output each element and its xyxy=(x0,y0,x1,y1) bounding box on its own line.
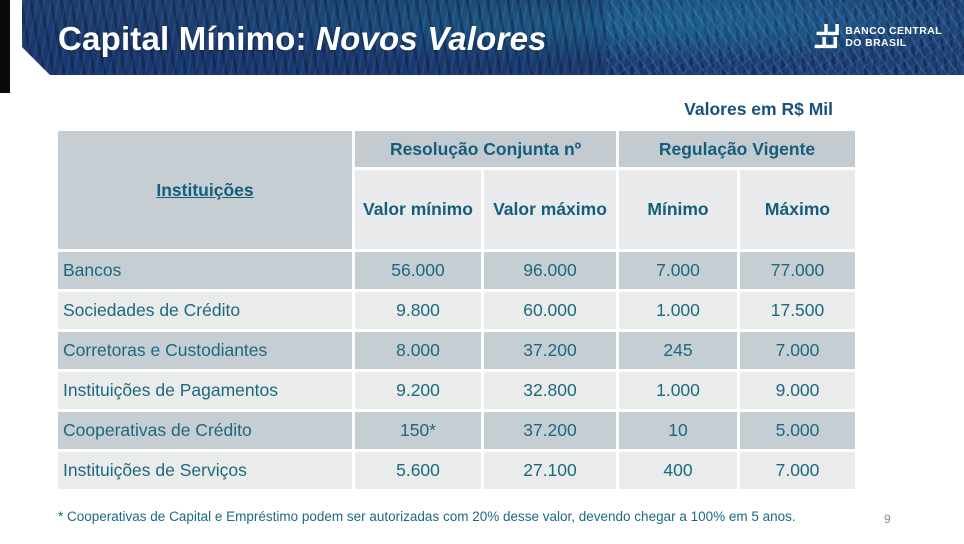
banknote-texture xyxy=(606,0,964,75)
bcb-logo: BANCO CENTRAL DO BRASIL xyxy=(813,23,942,51)
col-header-valor-maximo: Valor máximo xyxy=(481,167,619,252)
minimo-cell: 400 xyxy=(616,449,740,492)
table-row: Corretoras e Custodiantes 8.000 37.200 2… xyxy=(55,329,859,372)
valor-minimo-cell: 56.000 xyxy=(352,249,484,292)
maximo-cell: 7.000 xyxy=(736,449,859,492)
group-header-regulacao-vigente: Regulação Vigente xyxy=(615,128,859,170)
institution-name: Instituições de Pagamentos xyxy=(55,369,355,412)
maximo-cell: 77.000 xyxy=(736,249,859,292)
col-header-institutions: Instituições xyxy=(55,128,355,252)
valor-minimo-cell: 150* xyxy=(352,409,484,452)
group-header-resolucao-conjunta: Resolução Conjunta nº xyxy=(352,128,619,170)
maximo-cell: 17.500 xyxy=(736,289,859,332)
col-header-maximo: Máximo xyxy=(736,167,859,252)
minimo-cell: 1.000 xyxy=(616,289,740,332)
valor-maximo-cell: 32.800 xyxy=(481,369,619,412)
institution-name: Instituições de Serviços xyxy=(55,449,355,492)
minimo-cell: 1.000 xyxy=(616,369,740,412)
valor-minimo-cell: 8.000 xyxy=(352,329,484,372)
bcb-logo-line2: DO BRASIL xyxy=(845,37,907,49)
institution-name: Corretoras e Custodiantes xyxy=(55,329,355,372)
page-title-regular: Capital Mínimo: xyxy=(58,20,317,57)
header-band: Capital Mínimo: Novos Valores BANCO CENT… xyxy=(22,0,964,75)
valor-maximo-cell: 96.000 xyxy=(481,249,619,292)
col-header-valor-minimo: Valor mínimo xyxy=(352,167,484,252)
table-row: Instituições de Serviços 5.600 27.100 40… xyxy=(55,449,859,492)
minimo-cell: 7.000 xyxy=(616,249,740,292)
bcb-logo-line1: BANCO CENTRAL xyxy=(845,24,942,37)
minimo-cell: 245 xyxy=(616,329,740,372)
capital-minimum-table: Instituições Resolução Conjunta nº Regul… xyxy=(55,128,859,492)
valor-maximo-cell: 60.000 xyxy=(481,289,619,332)
bcb-logo-icon xyxy=(813,23,840,51)
institution-name: Bancos xyxy=(55,249,355,292)
institution-name: Sociedades de Crédito xyxy=(55,289,355,332)
valor-minimo-cell: 9.800 xyxy=(352,289,484,332)
table-caption: Valores em R$ Mil xyxy=(684,99,833,119)
valor-minimo-cell: 9.200 xyxy=(352,369,484,412)
table-row: Sociedades de Crédito 9.800 60.000 1.000… xyxy=(55,289,859,332)
valor-maximo-cell: 37.200 xyxy=(481,409,619,452)
page-title-italic: Novos Valores xyxy=(316,20,547,57)
maximo-cell: 5.000 xyxy=(736,409,859,452)
col-header-minimo: Mínimo xyxy=(616,167,740,252)
valor-maximo-cell: 27.100 xyxy=(481,449,619,492)
table-row: Instituições de Pagamentos 9.200 32.800 … xyxy=(55,369,859,412)
maximo-cell: 9.000 xyxy=(736,369,859,412)
table-row: Bancos 56.000 96.000 7.000 77.000 xyxy=(55,249,859,292)
minimo-cell: 10 xyxy=(616,409,740,452)
page-title: Capital Mínimo: Novos Valores xyxy=(58,20,547,58)
maximo-cell: 7.000 xyxy=(736,329,859,372)
page-number: 9 xyxy=(884,512,891,526)
table-row: Cooperativas de Crédito 150* 37.200 10 5… xyxy=(55,409,859,452)
bcb-logo-text: BANCO CENTRAL DO BRASIL xyxy=(845,25,942,49)
footnote: * Cooperativas de Capital e Empréstimo p… xyxy=(58,509,796,524)
left-accent-bar xyxy=(0,0,10,93)
valor-maximo-cell: 37.200 xyxy=(481,329,619,372)
institution-name: Cooperativas de Crédito xyxy=(55,409,355,452)
valor-minimo-cell: 5.600 xyxy=(352,449,484,492)
